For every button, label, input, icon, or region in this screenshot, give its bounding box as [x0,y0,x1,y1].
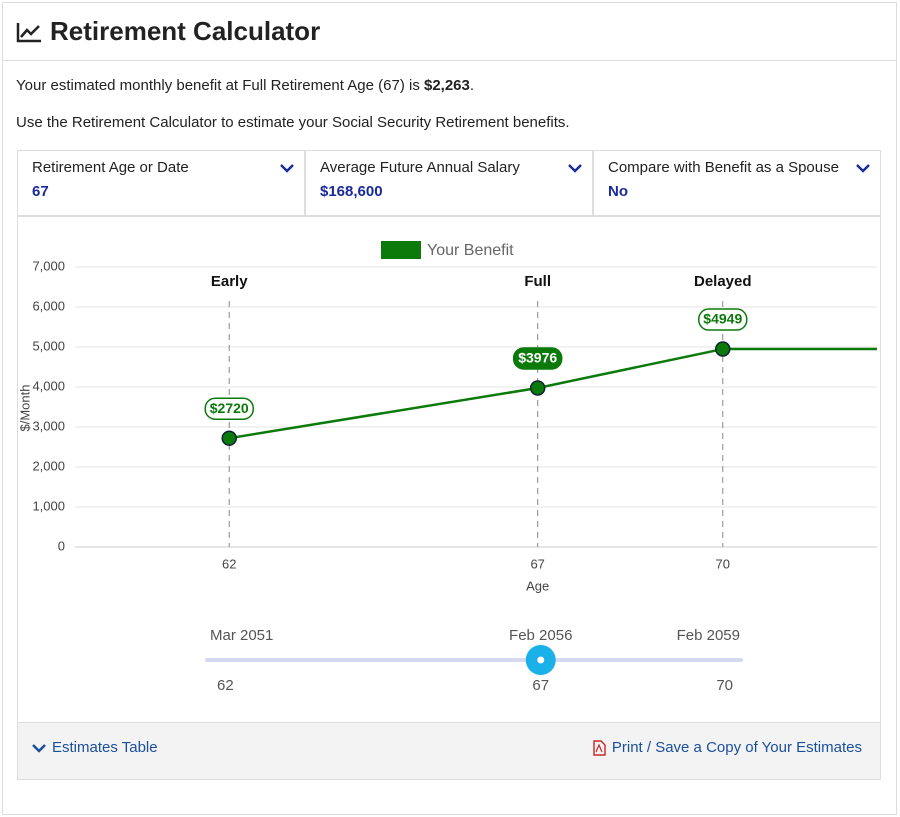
value-label-box [698,308,748,331]
y-tick-label: 6,000 [32,298,65,313]
stage-label: Full [524,273,551,290]
y-axis-title: $/Month [17,385,32,432]
slider-knob[interactable] [525,645,556,675]
selector-label: Compare with Benefit as a Spouse [608,159,839,176]
y-tick-label: 4,000 [32,378,65,393]
point [529,380,546,396]
chart: Your Benefit 0 1,000 2,000 3,000 4,000 5,000 6,… [17,241,877,694]
y-tick-label: 3,000 [32,418,65,433]
intro: Use the Retirement Calculator to estimat… [16,114,570,131]
selector-value: 67 [32,183,49,200]
y-tick-label: 2,000 [32,458,65,473]
footer: Estimates Table Print / Save a Copy of Y… [17,722,881,780]
slider-age: 70 [716,677,733,694]
chevron [32,743,46,753]
header: Retirement Calculator [16,16,320,47]
link-text: Estimates Table [52,739,158,756]
chevron [856,164,870,173]
spouse-selector[interactable]: Compare with Benefit as a Spouse No [593,150,881,216]
chevron [280,164,294,173]
slider-age: 67 [532,677,549,694]
print-link[interactable]: Print / Save a Copy of Your Estimates [592,739,862,756]
y-tick-label: 7,000 [32,258,65,273]
summary-amount: $2,263 [423,77,470,94]
divider [2,60,897,61]
chevron [568,164,582,173]
value-label-box [512,347,563,370]
x-axis-title: Age [526,578,549,593]
link-text: Print / Save a Copy of Your Estimates [611,739,862,756]
page-title: Retirement Calculator [50,16,321,46]
value-label: $4949 [703,311,742,327]
slider-date: Feb 2056 [509,627,572,644]
summary-end: . [469,77,475,94]
point [715,341,731,357]
y-tick-label: 1,000 [32,498,65,513]
x-tick-label: 67 [530,556,544,571]
selector-value: $168,600 [320,183,383,200]
salary-selector[interactable]: Average Future Annual Salary $168,600 [305,150,593,216]
y-tick-label: 5,000 [32,338,65,353]
x-tick-label: 62 [222,556,236,571]
pdf-icon [593,739,606,756]
value-label: $2720 [210,400,249,416]
legend-label: Your Benefit [427,242,514,259]
benefit-line [229,347,724,440]
y-tick-label: 0 [58,538,65,553]
point [221,430,237,446]
selector-label: Retirement Age or Date [32,159,189,176]
summary: Your estimated monthly benefit at Full R… [16,77,474,94]
x-tick-label: 70 [716,556,730,571]
slider-date: Mar 2051 [210,627,273,644]
summary-text: Your estimated monthly benefit at Full R… [16,77,424,94]
stage-label: Early [211,273,248,290]
value-label-box [204,397,254,420]
slider-age: 62 [217,677,234,694]
knob-inner [537,656,545,664]
chart-icon [16,22,41,42]
age-selector[interactable]: Retirement Age or Date 67 [17,150,305,216]
selector-value: No [608,183,628,200]
estimates-table-link[interactable]: Estimates Table [32,739,158,756]
stage-label: Delayed [694,273,752,290]
selector-label: Average Future Annual Salary [320,159,520,176]
legend-swatch [381,241,421,259]
value-label: $3976 [518,350,557,366]
slider-date: Feb 2059 [677,627,740,644]
